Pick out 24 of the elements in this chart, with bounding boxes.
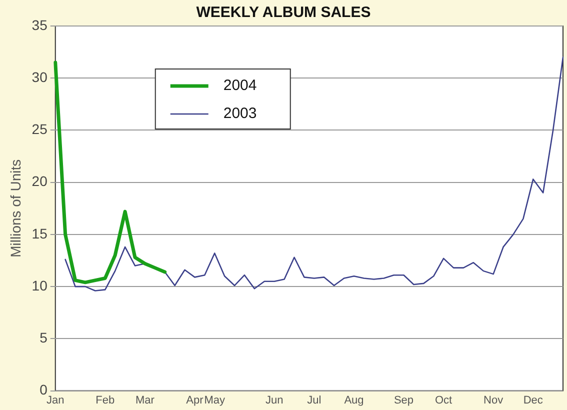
x-tick-label: Dec [523, 394, 544, 406]
x-tick-label: Jul [307, 394, 322, 406]
y-tick-label: 35 [32, 16, 48, 33]
x-tick-label: May [204, 394, 226, 406]
y-tick-label: 15 [32, 225, 48, 242]
y-tick-label: 0 [40, 382, 48, 398]
x-tick-label: Feb [96, 394, 115, 406]
x-tick-label: Oct [434, 394, 452, 406]
x-tick-label: Aug [344, 394, 364, 406]
y-tick-label: 10 [32, 277, 48, 294]
x-tick-label: Jan [46, 394, 64, 406]
y-tick-label: 5 [40, 330, 48, 346]
y-tick-label: 30 [32, 68, 48, 85]
x-tick-label: Apr [186, 394, 204, 406]
x-tick-label: Nov [484, 394, 504, 406]
x-tick-label: Mar [135, 394, 155, 406]
legend-label: 2004 [223, 77, 257, 94]
y-tick-label: 25 [32, 121, 48, 138]
x-tick-label: Jun [265, 394, 284, 406]
legend-label: 2003 [223, 105, 257, 122]
chart-title: WEEKLY ALBUM SALES [196, 4, 371, 22]
x-tick-label: Sep [394, 394, 414, 406]
y-axis-title: Millions of Units [7, 159, 24, 258]
y-tick-label: 20 [32, 173, 48, 190]
